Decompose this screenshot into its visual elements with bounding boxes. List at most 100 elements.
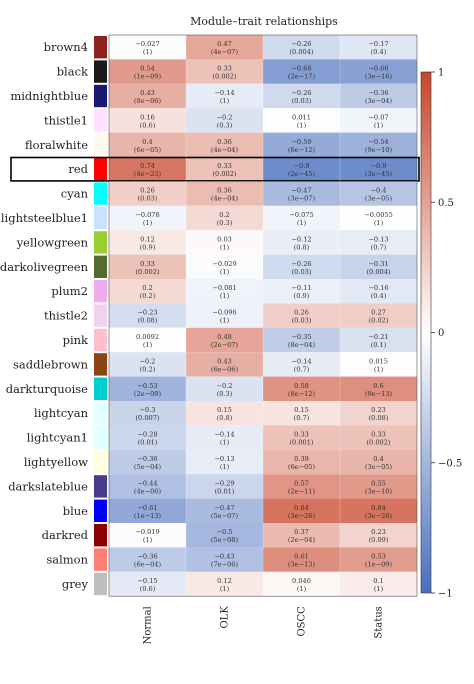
heatmap-cell (109, 279, 186, 304)
cell-pvalue: (0.01) (215, 487, 235, 495)
cell-correlation: 0.15 (294, 406, 309, 414)
cell-correlation: 0.39 (294, 455, 309, 463)
cell-correlation: −0.26 (291, 260, 311, 268)
row-label: darkolivegreen (0, 260, 89, 274)
heatmap-row: thistle2 −0.23(0.08) −0.096(1) 0.26(0.03) 0.… (44, 303, 417, 328)
cell-pvalue: (9e−13) (365, 390, 393, 398)
cell-pvalue: (2e−09) (134, 390, 162, 398)
cell-pvalue: (1) (297, 121, 307, 129)
cell-correlation: −0.35 (291, 333, 311, 341)
heatmap-row: darkred −0.019(1) −0.5(5e−08) 0.37(2e−04) 0.… (42, 523, 417, 548)
module-color-swatch (94, 206, 107, 230)
row-label: floralwhite (25, 138, 88, 152)
heatmap-cell (186, 35, 263, 60)
row-label: salmon (46, 553, 88, 567)
heatmap-row: darkturquoise −0.53(2e−09) −0.2(0.3) 0.58(8… (6, 376, 417, 401)
cell-correlation: −0.59 (291, 138, 311, 146)
cell-pvalue: (2e−17) (288, 73, 316, 81)
cell-pvalue: (0.002) (366, 439, 390, 447)
heatmap-cell (340, 205, 417, 231)
module-color-swatch (94, 109, 107, 132)
cell-pvalue: (3e−05) (365, 195, 393, 203)
cell-correlation: −0.47 (214, 504, 234, 512)
heatmap-cell (263, 547, 340, 572)
cell-correlation: −0.019 (135, 528, 159, 536)
cell-correlation: −0.14 (291, 357, 311, 365)
cell-pvalue: (0.3) (217, 390, 233, 398)
cell-pvalue: (6e−12) (288, 146, 316, 154)
cell-pvalue: (1) (297, 585, 307, 593)
heatmap-cell (109, 498, 186, 523)
cell-correlation: 0.48 (217, 333, 232, 341)
row-label: lightcyan (34, 406, 89, 420)
cell-pvalue: (0.01) (138, 439, 158, 447)
heatmap-row: saddlebrown −0.2(0.2) 0.43(6e−06) −0.14(0.7… (13, 352, 417, 377)
heatmap-cell (263, 205, 340, 231)
heatmap-cell (186, 83, 263, 109)
cell-correlation: 0.12 (217, 577, 232, 585)
cell-pvalue: (2e−11) (288, 487, 316, 495)
cell-pvalue: (3e−10) (365, 487, 393, 495)
heatmap-cell (263, 571, 340, 597)
cell-pvalue: (0.001) (289, 439, 313, 447)
cell-correlation: −0.14 (214, 431, 234, 439)
module-color-swatch (94, 450, 107, 474)
cell-pvalue: (0.4) (371, 292, 387, 300)
heatmap-cell (340, 83, 417, 109)
cell-correlation: 0.54 (140, 65, 155, 73)
heatmap-row: lightsteelblue1 −0.078(1)0.2(0.3)−0.075(1… (1, 205, 417, 231)
cell-correlation: 0.36 (217, 187, 232, 195)
cell-correlation: −0.0055 (364, 211, 393, 219)
cell-pvalue: (3e−05) (365, 463, 393, 471)
cell-pvalue: (1) (143, 219, 153, 227)
cell-correlation: −0.17 (368, 40, 388, 48)
cell-correlation: 0.53 (371, 553, 386, 561)
heatmap-cell (263, 83, 340, 109)
heatmap-cell (263, 425, 340, 450)
heatmap-cell (186, 279, 263, 304)
heatmap-cell (340, 425, 417, 450)
cell-pvalue: (1) (374, 365, 384, 373)
heatmap-cell (340, 230, 417, 255)
heatmap-row: darkolivegreen 0.33(0.002)−0.029(1)−0.26(… (0, 254, 417, 279)
module-color-swatch (94, 402, 107, 425)
heatmap-cell (340, 547, 417, 572)
heatmap-cell (340, 401, 417, 426)
heatmap-cell (109, 474, 186, 499)
cell-pvalue: (0.2) (140, 365, 156, 373)
cell-pvalue: (5e−07) (211, 512, 239, 520)
cell-correlation: −0.29 (214, 479, 234, 487)
heatmap-cell (109, 59, 186, 84)
cell-pvalue: (0.09) (369, 536, 389, 544)
cell-correlation: 0.33 (371, 431, 386, 439)
heatmap-cell (186, 498, 263, 523)
heatmap-cell (186, 401, 263, 426)
cell-correlation: −0.36 (137, 553, 157, 561)
cell-correlation: 0.55 (371, 479, 386, 487)
cell-correlation: 0.47 (217, 40, 232, 48)
cell-pvalue: (5e−04) (134, 463, 162, 471)
heatmap-cell (109, 401, 186, 426)
cell-pvalue: (0.03) (292, 97, 312, 105)
cell-pvalue: (0.8) (217, 414, 233, 422)
heatmap-row: yellowgreen 0.12(0.9) 0.03(1) −0.12(0.8) −0.… (16, 230, 417, 255)
heatmap-cell (340, 327, 417, 353)
cell-correlation: 0.23 (371, 406, 386, 414)
cell-correlation: −0.5 (216, 528, 232, 536)
cell-pvalue: (0.08) (138, 317, 158, 325)
row-label: red (68, 162, 88, 176)
cell-correlation: −0.13 (214, 455, 234, 463)
heatmap-cell (109, 108, 186, 133)
heatmap-cell (263, 498, 340, 523)
heatmap-cell (263, 352, 340, 377)
cell-pvalue: (0.1) (371, 341, 387, 349)
cell-correlation: 0.43 (140, 89, 155, 97)
cell-pvalue: (0.03) (138, 195, 158, 203)
colorbar-tick-label: −1 (438, 589, 453, 600)
heatmap-row: midnightblue 0.43(8e−06) −0.14(1) −0.26(0.0… (10, 83, 417, 109)
cell-correlation: 0.2 (219, 211, 230, 219)
heatmap-cell (109, 132, 186, 157)
cell-correlation: −0.43 (214, 553, 234, 561)
cell-correlation: 0.36 (217, 138, 232, 146)
cell-correlation: −0.029 (212, 260, 236, 268)
